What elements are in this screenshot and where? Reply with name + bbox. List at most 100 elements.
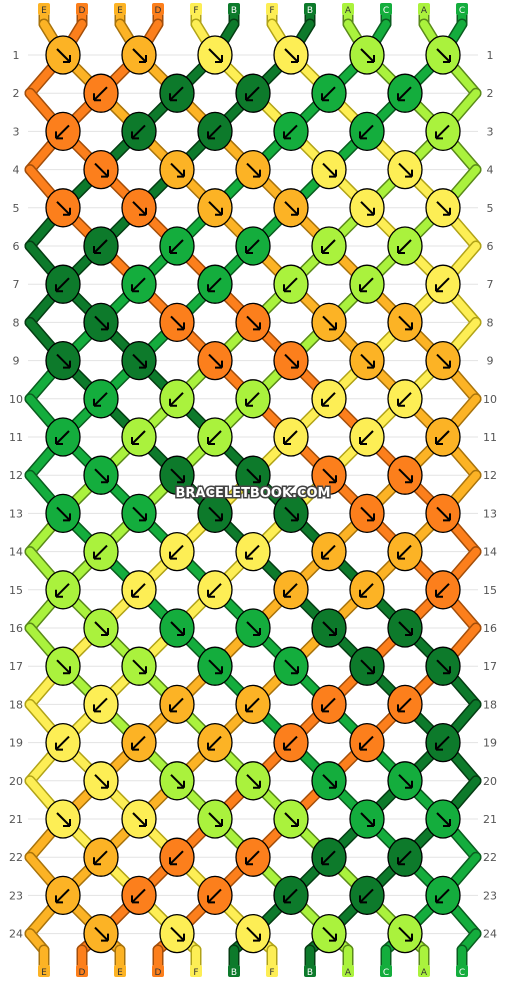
string-label-top: B xyxy=(307,6,313,16)
knot xyxy=(273,111,309,152)
knot-arrow-head-icon xyxy=(63,666,71,675)
knot xyxy=(159,837,195,877)
knot xyxy=(45,875,81,916)
knot-arrow-head-icon xyxy=(207,437,215,445)
knot xyxy=(235,226,271,266)
knot-arrow-icon xyxy=(246,468,260,482)
knot-arrow-head-icon xyxy=(101,628,109,636)
knot xyxy=(159,455,195,495)
row-number-right: 18 xyxy=(483,698,497,711)
knot-arrow-icon xyxy=(322,621,336,635)
knot-arrow-head-icon xyxy=(359,437,367,445)
knot-arrow-head-icon xyxy=(55,284,63,293)
knot-arrow-icon xyxy=(436,888,450,903)
knot-arrow-icon xyxy=(436,506,450,521)
string-label-top: D xyxy=(155,6,162,16)
knot xyxy=(425,570,461,610)
knot xyxy=(349,340,385,381)
string-label-top-swatch xyxy=(76,3,88,15)
string-label-top-swatch xyxy=(418,3,430,15)
knot-arrow-icon xyxy=(436,277,450,291)
knot-arrow-icon xyxy=(398,86,412,100)
knot-arrow-head-icon xyxy=(245,398,253,407)
knot-arrow-icon xyxy=(56,430,70,444)
knot-arrow-head-icon xyxy=(329,322,337,331)
knot-arrow-icon xyxy=(94,239,108,253)
knot-arrow-icon xyxy=(132,277,146,291)
knot-arrow-head-icon xyxy=(397,398,405,407)
knot-arrow-head-icon xyxy=(359,284,367,293)
knot-arrow-icon xyxy=(436,430,450,444)
knot-arrow-icon xyxy=(170,86,184,100)
knot-arrow-head-icon xyxy=(329,475,337,484)
watermark: BRACELETBOOK.COM xyxy=(176,486,331,501)
string-label-bottom: A xyxy=(345,968,352,978)
knot-arrow-icon xyxy=(398,468,412,482)
string-label-bottom: B xyxy=(307,968,313,978)
knot-arrow-icon xyxy=(436,583,450,597)
row-number-right: 15 xyxy=(483,584,497,597)
row-number-right: 21 xyxy=(483,813,497,826)
knot-arrow-head-icon xyxy=(177,322,185,331)
knot-arrow-icon xyxy=(284,430,298,444)
knot xyxy=(311,608,347,648)
knot-arrow-icon xyxy=(170,697,184,712)
knot xyxy=(349,722,385,763)
knot-arrow-head-icon xyxy=(367,207,375,216)
knot xyxy=(273,722,309,763)
knot-arrow-head-icon xyxy=(131,895,139,904)
row-number-right: 23 xyxy=(483,889,497,902)
knot-arrow-icon xyxy=(94,621,108,635)
knot-arrow-head-icon xyxy=(291,819,299,827)
row-number-left: 18 xyxy=(9,698,23,711)
knot xyxy=(273,646,309,686)
knot-arrow-icon xyxy=(132,735,146,750)
knot-arrow-icon xyxy=(132,48,146,62)
knot-arrow-head-icon xyxy=(55,437,63,445)
knot xyxy=(273,875,309,916)
knot xyxy=(235,837,271,877)
row-number-left: 20 xyxy=(9,775,23,788)
knot-arrow-icon xyxy=(132,353,146,368)
knot-arrow-icon xyxy=(94,86,108,100)
knot-arrow-head-icon xyxy=(435,284,443,293)
knot-arrow-head-icon xyxy=(359,131,367,140)
knot-arrow-head-icon xyxy=(63,55,71,63)
knot-arrow-head-icon xyxy=(367,360,375,369)
knot-arrow-icon xyxy=(284,277,298,291)
knot-arrow-icon xyxy=(132,888,146,903)
knot-arrow-icon xyxy=(170,774,184,788)
knot-arrow-icon xyxy=(322,697,336,712)
knot-arrow-icon xyxy=(94,697,108,712)
knot-arrow-icon xyxy=(322,774,336,788)
knot-arrow-head-icon xyxy=(405,933,413,942)
knot-arrow-head-icon xyxy=(291,55,299,63)
knot-arrow-icon xyxy=(322,544,336,559)
knot-arrow-icon xyxy=(322,926,336,941)
knot-arrow-head-icon xyxy=(215,666,223,675)
knot-arrow-head-icon xyxy=(131,742,139,751)
knot xyxy=(197,875,233,916)
knot xyxy=(273,417,309,457)
knot xyxy=(311,149,347,190)
knot xyxy=(425,646,461,686)
string-label-top-swatch xyxy=(342,3,354,15)
knot-arrow-icon xyxy=(56,201,70,215)
knot-arrow-head-icon xyxy=(321,93,329,102)
knot-arrow-head-icon xyxy=(139,207,147,216)
string-label-bottom-swatch xyxy=(114,965,126,977)
row-number-right: 7 xyxy=(487,278,494,291)
knot-arrow-icon xyxy=(246,392,260,406)
string-label-top-swatch xyxy=(304,3,316,15)
knot-arrow-icon xyxy=(208,48,222,62)
knot-arrow-icon xyxy=(284,124,298,139)
knot-arrow-head-icon xyxy=(177,933,185,942)
knot-arrow-head-icon xyxy=(443,55,451,63)
knot-arrow-head-icon xyxy=(215,207,223,216)
row-number-left: 15 xyxy=(9,584,23,597)
knot xyxy=(273,340,309,381)
row-number-left: 19 xyxy=(9,737,23,750)
knot xyxy=(45,799,81,839)
knot-arrow-icon xyxy=(56,506,70,521)
knot-arrow-head-icon xyxy=(291,207,299,216)
